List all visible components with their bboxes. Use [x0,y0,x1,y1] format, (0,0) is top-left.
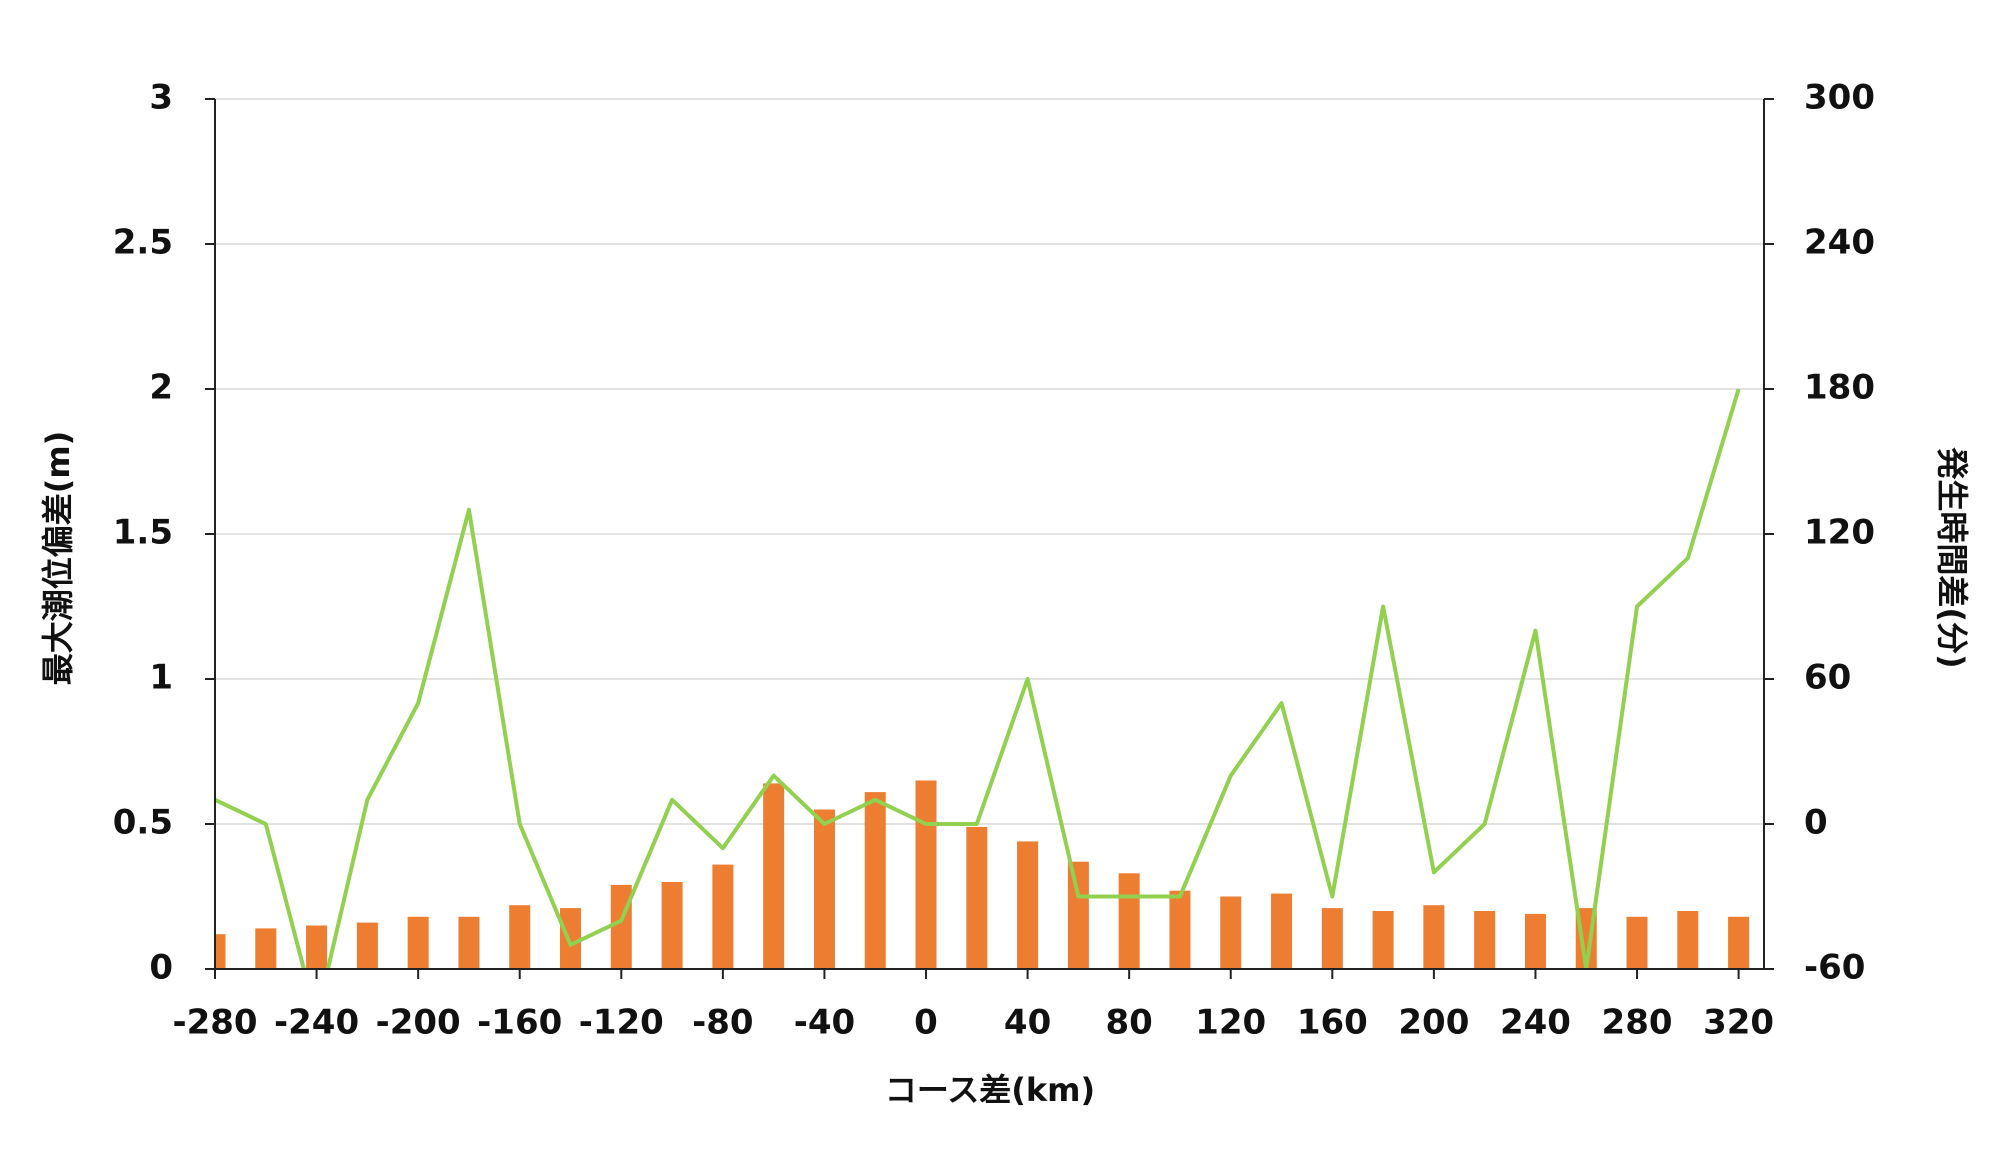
bar [1067,861,1089,969]
bar [864,792,886,969]
bar [1271,893,1293,969]
x-tick-label: 240 [1500,1003,1571,1043]
x-tick-label: -280 [172,1003,257,1043]
bar [1169,890,1191,969]
y2-axis-title: 発生時間差(分) [1933,446,1971,668]
x-tick-label: -160 [477,1003,562,1043]
bar [1423,905,1445,969]
bar [1017,841,1039,969]
bar [1524,913,1546,969]
y-tick-label: 3 [149,78,173,118]
y2-tick-label: 300 [1804,78,1875,118]
y-tick-label: 0 [149,948,173,988]
plot-area [215,388,1750,969]
bar [1728,916,1750,969]
bar [407,916,429,969]
y2-tick-label: 240 [1804,223,1875,263]
x-tick-label: -40 [794,1003,855,1043]
bar [813,809,835,969]
bar [1321,908,1343,969]
x-axis-title: コース差(km) [885,1071,1095,1109]
x-tick-label: -80 [692,1003,753,1043]
y2-tick-label: 120 [1804,513,1875,553]
y-tick-label: 1.5 [113,513,173,553]
bar [215,934,226,969]
bar [509,905,531,969]
y-tick-label: 2.5 [113,223,173,263]
x-tick-label: 0 [914,1003,938,1043]
bar [661,882,683,969]
y2-tick-label: 60 [1804,658,1851,698]
bar [712,864,734,969]
x-tick-label: 120 [1195,1003,1266,1043]
x-tick-label: 160 [1297,1003,1368,1043]
bar [1118,873,1140,969]
bar [610,884,632,969]
x-tick-label: -200 [376,1003,461,1043]
y-tick-label: 2 [149,368,173,408]
bar [1474,911,1496,969]
x-tick-label: 40 [1004,1003,1051,1043]
bar [966,826,988,969]
bar [306,925,328,969]
y2-tick-label: 180 [1804,368,1875,408]
bar [1372,911,1394,969]
line-series [215,388,1741,969]
y2-tick-label: -60 [1804,948,1865,988]
x-tick-label: 80 [1105,1003,1152,1043]
x-tick-label: 320 [1703,1003,1774,1043]
x-tick-label: -240 [274,1003,359,1043]
bar [255,928,277,969]
y-tick-label: 0.5 [113,803,173,843]
bar [1626,916,1648,969]
y2-tick-label: 0 [1804,803,1828,843]
x-tick-label: 200 [1398,1003,1469,1043]
bar [356,922,378,969]
bar [1220,896,1242,969]
y-axis-title: 最大潮位偏差(m) [39,431,77,686]
x-tick-label: 280 [1602,1003,1673,1043]
bar [763,783,785,969]
x-tick-label: -120 [579,1003,664,1043]
y-tick-label: 1 [149,658,173,698]
bar [560,908,582,969]
bar [915,780,937,969]
bar [458,916,480,969]
bar [1677,911,1699,969]
